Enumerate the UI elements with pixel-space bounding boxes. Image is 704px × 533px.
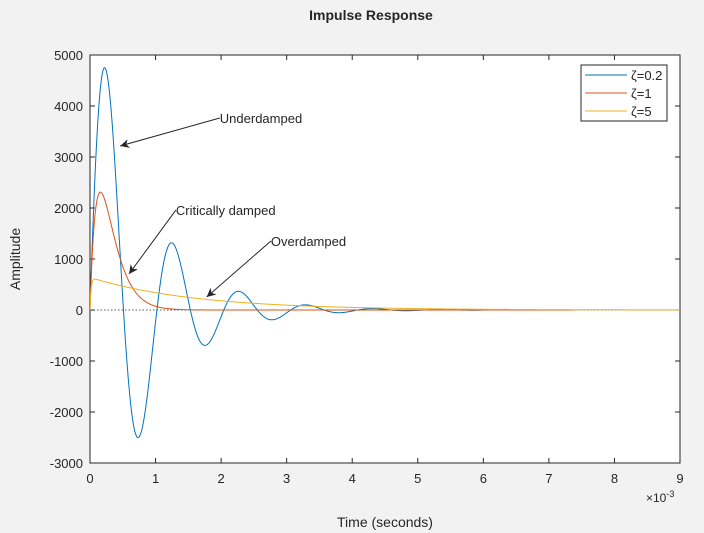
legend-label: ζ=0.2 <box>631 68 662 83</box>
series-line-1 <box>90 191 576 311</box>
y-tick-label: 5000 <box>54 48 83 63</box>
x-tick-label: 2 <box>217 471 224 486</box>
x-tick-label: 4 <box>349 471 356 486</box>
svg-text:×10-3: ×10-3 <box>646 489 674 505</box>
series-line-2 <box>90 278 680 311</box>
y-tick-label: 1000 <box>54 252 83 267</box>
plot-area <box>89 54 681 464</box>
legend-label: ζ=5 <box>631 104 652 119</box>
annotation-arrow <box>128 209 177 275</box>
y-tick-label: -2000 <box>50 405 83 420</box>
annotation-arrow <box>120 117 220 148</box>
x-tick-label: 5 <box>414 471 421 486</box>
x-tick-label: 9 <box>676 471 683 486</box>
y-tick-label: 3000 <box>54 150 83 165</box>
x-tick-label: 3 <box>283 471 290 486</box>
x-tick-label: 0 <box>86 471 93 486</box>
y-axis-label: Amplitude <box>7 228 23 290</box>
x-axis-label: Time (seconds) <box>337 514 433 530</box>
legend: ζ=0.2 ζ=1 ζ=5 <box>580 64 668 122</box>
annotation-label: Critically damped <box>176 203 276 218</box>
x-exponent: ×10-3 <box>646 489 674 505</box>
y-tick-label: -1000 <box>50 354 83 369</box>
y-tick-label: 2000 <box>54 201 83 216</box>
annotation-label: Overdamped <box>271 234 346 249</box>
y-tick-label: 4000 <box>54 99 83 114</box>
x-tick-label: 1 <box>152 471 159 486</box>
y-tick-label: -3000 <box>50 456 83 471</box>
legend-label: ζ=1 <box>631 86 652 101</box>
x-exponent-power: -3 <box>666 489 674 499</box>
x-tick-label: 6 <box>480 471 487 486</box>
x-exponent-base: ×10 <box>646 491 667 505</box>
annotation-arrow <box>206 240 272 298</box>
chart-title: Impulse Response <box>309 7 433 23</box>
y-tick-label: 0 <box>76 303 83 318</box>
annotation-label: Underdamped <box>220 111 302 126</box>
x-tick-label: 8 <box>611 471 618 486</box>
x-tick-label: 7 <box>545 471 552 486</box>
